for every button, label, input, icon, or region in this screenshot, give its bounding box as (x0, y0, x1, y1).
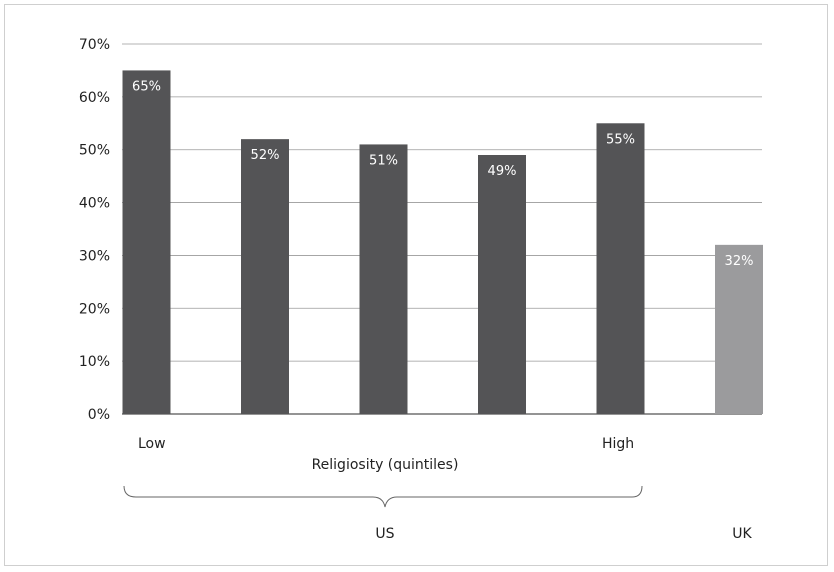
bar (122, 70, 171, 414)
y-tick-label: 60% (79, 90, 110, 106)
gridlines (122, 43, 762, 415)
y-tick-label: 30% (79, 248, 110, 264)
bars (122, 70, 763, 415)
y-tick-label: 20% (79, 301, 110, 317)
bar-data-label: 51% (369, 153, 398, 168)
bar (359, 144, 408, 414)
bar (715, 244, 763, 414)
y-tick-label: 40% (79, 196, 110, 212)
bar-data-label: 49% (488, 164, 517, 179)
group-label-us: US (375, 526, 394, 542)
bar (241, 139, 289, 414)
group-label-uk: UK (732, 526, 752, 542)
y-tick-label: 50% (79, 143, 110, 159)
bar-data-label: 52% (251, 148, 280, 163)
data-labels: 65% 52% 51% 49% 55% 32% (132, 79, 753, 268)
bar (478, 155, 526, 414)
us-bracket (123, 485, 643, 508)
category-label-low: Low (138, 436, 166, 452)
x-axis-title: Religiosity (quintiles) (312, 457, 459, 473)
bar-data-label: 65% (132, 79, 161, 94)
y-tick-label: 0% (88, 407, 110, 423)
bar-data-label: 55% (606, 132, 635, 147)
category-label-high: High (602, 436, 634, 452)
bar (596, 123, 645, 415)
bar-data-label: 32% (725, 254, 754, 269)
y-axis-ticks: 0% 10% 20% 30% 40% 50% 60% 70% (79, 37, 110, 423)
y-tick-label: 10% (79, 354, 110, 370)
y-tick-label: 70% (79, 37, 110, 53)
